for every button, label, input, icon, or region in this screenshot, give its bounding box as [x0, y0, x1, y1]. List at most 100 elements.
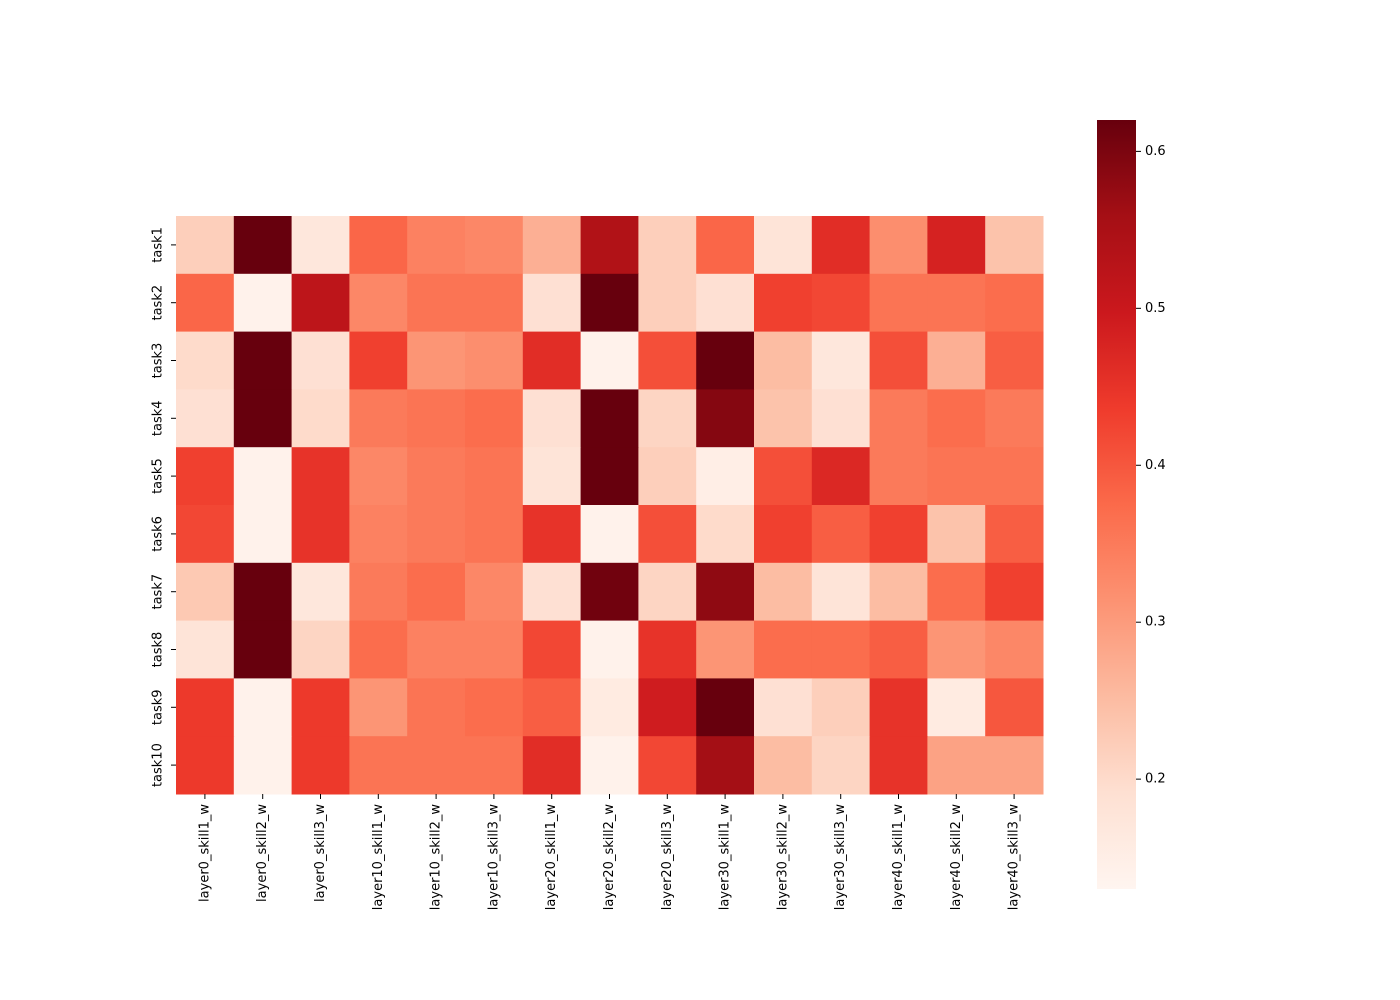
- heatmap-cell: [927, 562, 986, 622]
- heatmap-cell: [233, 389, 293, 448]
- heatmap-cell: [349, 331, 408, 390]
- heatmap-cell: [407, 736, 466, 795]
- colorbar-tick-label: 0.4: [1145, 458, 1166, 473]
- heatmap-cell: [407, 505, 466, 564]
- heatmap-cell: [754, 505, 813, 564]
- heatmap-cell: [176, 331, 235, 390]
- colorbar-gradient: [1097, 120, 1136, 889]
- heatmap-cell: [985, 678, 1044, 737]
- heatmap-cell: [927, 216, 986, 275]
- colorbar-tick-label: 0.6: [1145, 144, 1166, 159]
- heatmap-cell: [291, 678, 350, 737]
- heatmap-cell: [465, 331, 524, 390]
- heatmap-cell: [291, 389, 350, 448]
- heatmap-cell: [407, 562, 466, 622]
- heatmap-cell: [696, 447, 755, 506]
- x-tick-label: layer20_skill1_w: [544, 804, 559, 911]
- heatmap-cell: [233, 620, 293, 679]
- heatmap-cell: [696, 562, 755, 622]
- heatmap-cell: [754, 678, 813, 737]
- y-tick-label: task8: [151, 632, 166, 668]
- heatmap-cell: [522, 389, 582, 448]
- heatmap-cell: [696, 389, 755, 448]
- heatmap-cell: [754, 447, 813, 506]
- x-tick-label: layer40_skill3_w: [1007, 804, 1022, 911]
- heatmap-cell: [696, 331, 755, 390]
- heatmap-cell: [811, 620, 871, 679]
- heatmap-cell: [985, 447, 1044, 506]
- heatmap-cell: [291, 562, 350, 622]
- heatmap-cell: [176, 389, 235, 448]
- heatmap-cell: [407, 389, 466, 448]
- heatmap-cell: [985, 331, 1044, 390]
- heatmap-cell: [638, 678, 697, 737]
- heatmap-cell: [291, 447, 350, 506]
- heatmap-cell: [811, 562, 871, 622]
- heatmap-cell: [465, 562, 524, 622]
- heatmap-cell: [754, 331, 813, 390]
- heatmap-cell: [580, 620, 639, 679]
- heatmap-cell: [580, 562, 639, 622]
- y-tick-label: task6: [151, 516, 166, 552]
- heatmap-cell: [638, 562, 697, 622]
- heatmap-cell: [349, 216, 408, 275]
- colorbar: 0.2 0.3 0.4 0.5 0.6: [1097, 120, 1166, 889]
- heatmap-cell: [176, 273, 235, 333]
- heatmap-cell: [754, 620, 813, 679]
- heatmap-cell: [349, 273, 408, 333]
- heatmap-cell: [985, 620, 1044, 679]
- heatmap-cell: [696, 678, 755, 737]
- heatmap-cell: [638, 736, 697, 795]
- heatmap-cell: [869, 562, 928, 622]
- heatmap-cell: [233, 678, 293, 737]
- y-tick-label: task4: [151, 400, 166, 436]
- heatmap-cell: [176, 447, 235, 506]
- x-tick-label: layer30_skill3_w: [833, 804, 848, 911]
- x-tick-label: layer10_skill1_w: [371, 804, 386, 911]
- heatmap-cell: [233, 562, 293, 622]
- heatmap-cell: [580, 331, 639, 390]
- heatmap-cell: [349, 736, 408, 795]
- x-tick-label: layer0_skill1_w: [197, 804, 212, 902]
- heatmap-cell: [176, 216, 235, 275]
- heatmap-cell: [522, 331, 582, 390]
- heatmap-cell: [754, 273, 813, 333]
- heatmap-cell: [638, 505, 697, 564]
- y-tick-label: task2: [151, 285, 166, 321]
- heatmap-cell: [696, 736, 755, 795]
- heatmap-cell: [522, 736, 582, 795]
- heatmap-cell: [291, 331, 350, 390]
- heatmap-cell: [291, 216, 350, 275]
- heatmap-cell: [176, 620, 235, 679]
- heatmap-cell: [233, 505, 293, 564]
- heatmap-cell: [580, 447, 639, 506]
- heatmap-cell: [349, 389, 408, 448]
- heatmap-cell: [811, 736, 871, 795]
- heatmap-cell: [465, 620, 524, 679]
- heatmap-cell: [349, 447, 408, 506]
- y-tick-label: task10: [151, 743, 166, 787]
- heatmap-cell: [811, 447, 871, 506]
- heatmap-cell: [176, 678, 235, 737]
- heatmap-cell: [349, 678, 408, 737]
- heatmap-cell: [638, 447, 697, 506]
- heatmap-cell: [176, 562, 235, 622]
- heatmap-cell: [811, 216, 871, 275]
- heatmap-cell: [233, 273, 293, 333]
- heatmap-cell: [869, 389, 928, 448]
- heatmap-cell: [869, 331, 928, 390]
- x-tick-label: layer40_skill1_w: [891, 804, 906, 911]
- heatmap-cell: [465, 505, 524, 564]
- x-tick-label: layer10_skill3_w: [486, 804, 501, 911]
- heatmap-cell: [927, 331, 986, 390]
- heatmap-cell: [696, 620, 755, 679]
- heatmap-cell: [580, 505, 639, 564]
- heatmap-cell: [522, 562, 582, 622]
- heatmap-cell: [869, 273, 928, 333]
- x-tick-label: layer30_skill1_w: [718, 804, 733, 911]
- heatmap-cell: [985, 273, 1044, 333]
- x-tick-label: layer10_skill2_w: [429, 804, 444, 911]
- heatmap-cell: [985, 389, 1044, 448]
- heatmap-cell: [522, 216, 582, 275]
- heatmap-cell: [985, 505, 1044, 564]
